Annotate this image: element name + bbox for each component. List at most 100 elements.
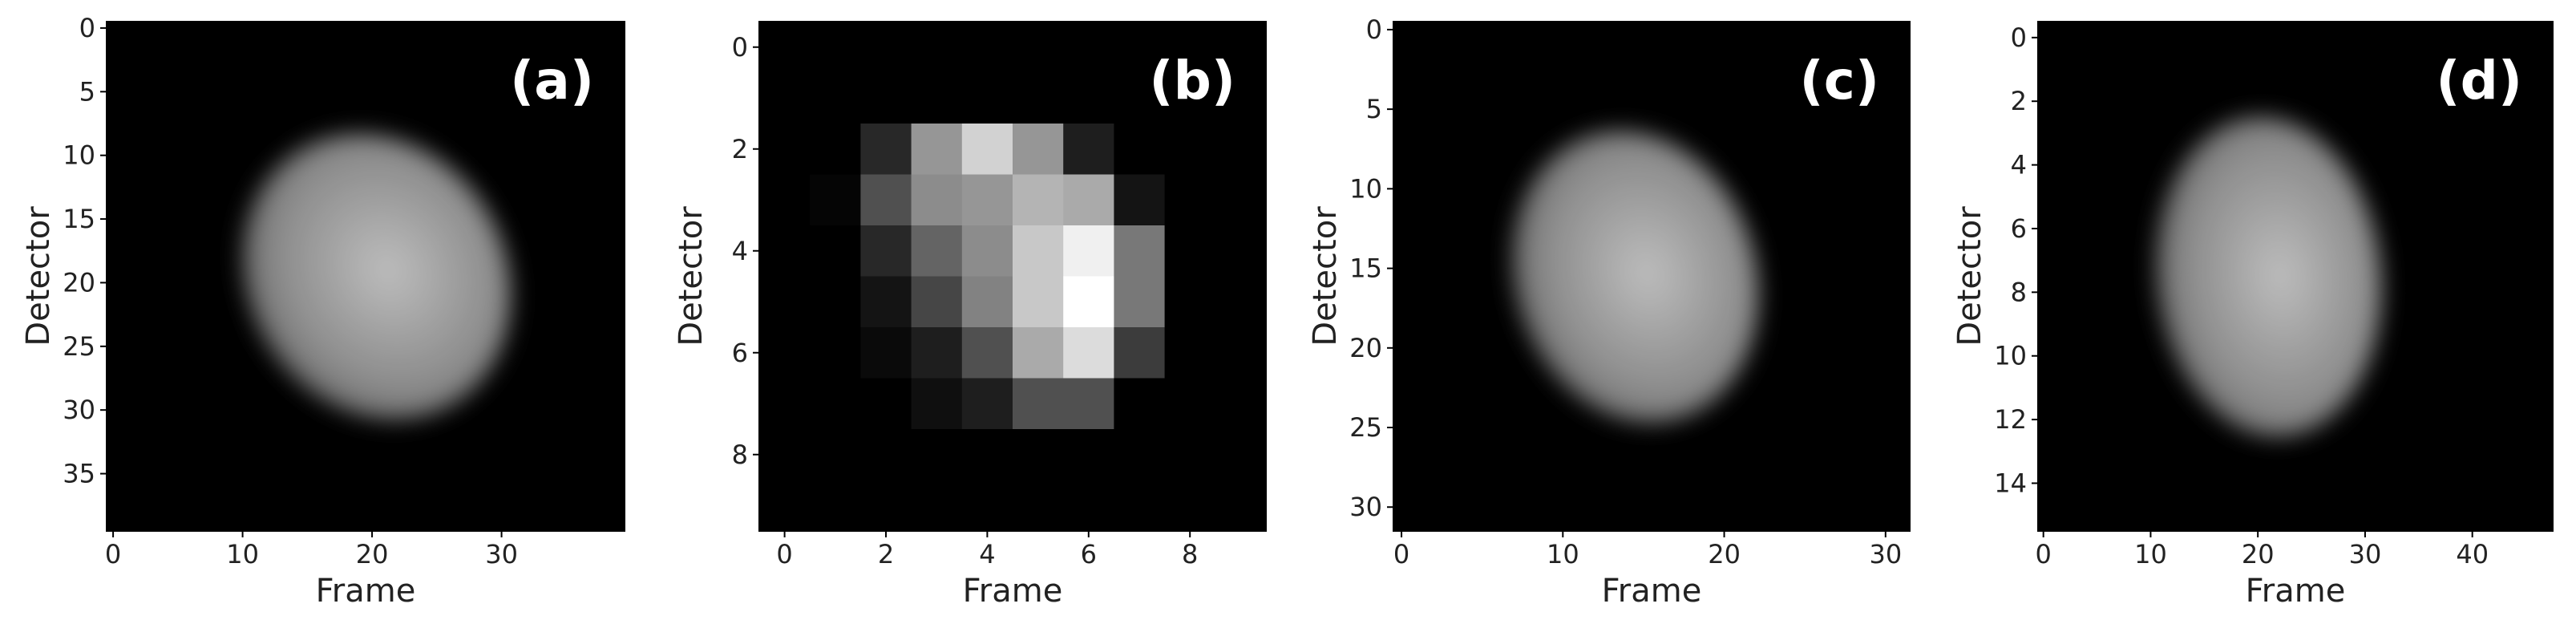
- heatmap-cell: [911, 225, 963, 277]
- y-tick-label: 2: [732, 134, 748, 164]
- x-tick-label: 30: [2349, 539, 2382, 569]
- y-axis-label: Detector: [1951, 206, 1988, 346]
- y-tick-label: 15: [1349, 253, 1382, 284]
- image-content: [242, 116, 2382, 437]
- heatmap-cell: [1215, 276, 1267, 328]
- heatmap-cell: [860, 480, 912, 532]
- axes-frame: [758, 21, 1267, 532]
- heatmap-cell: [1215, 22, 1267, 73]
- x-axis-label: Frame: [963, 573, 1063, 610]
- heatmap-cell: [1164, 327, 1216, 379]
- heatmap-cell: [1164, 378, 1216, 430]
- heatmap-cell: [1114, 276, 1166, 328]
- heatmap-cell: [1164, 174, 1216, 226]
- heatmap-cell: [1013, 429, 1064, 480]
- heatmap-cell: [1114, 124, 1166, 175]
- heatmap-cell: [1164, 72, 1216, 124]
- heatmap-cell: [810, 225, 861, 277]
- heatmap-cell: [1013, 124, 1064, 175]
- heatmap-cell: [1063, 327, 1114, 379]
- x-tick-label: 6: [1081, 539, 1097, 569]
- y-tick-label: 20: [1349, 333, 1382, 363]
- heatmap-cell: [1215, 72, 1267, 124]
- heatmap-cell: [810, 124, 861, 175]
- heatmap-cell: [1164, 429, 1216, 480]
- heatmap-cell: [961, 72, 1013, 124]
- heatmap-cell: [1063, 480, 1114, 532]
- heatmap-cell: [759, 480, 811, 532]
- heatmap-cell: [860, 276, 912, 328]
- heatmap-cell: [759, 429, 811, 480]
- heatmap-cell: [911, 480, 963, 532]
- y-tick-label: 14: [1994, 468, 2027, 498]
- x-tick-label: 0: [2036, 539, 2052, 569]
- heatmap-cell: [961, 276, 1013, 328]
- heatmap-cell: [1114, 327, 1166, 379]
- heatmap-cell: [1114, 174, 1166, 226]
- y-tick-label: 10: [63, 140, 95, 171]
- heatmap-cell: [1215, 378, 1267, 430]
- heatmap-cell: [961, 124, 1013, 175]
- x-axis-label: Frame: [1602, 573, 1702, 610]
- heatmap-cell: [961, 174, 1013, 226]
- x-tick-label: 0: [1393, 539, 1409, 569]
- heatmap-cell: [1164, 276, 1216, 328]
- heatmap-cell: [860, 174, 912, 226]
- y-tick-label: 2: [2011, 86, 2027, 116]
- heatmap-cell: [1215, 480, 1267, 532]
- y-tick-label: 25: [1349, 412, 1382, 443]
- heatmap-cell: [1063, 276, 1114, 328]
- heatmap-cell: [759, 225, 811, 277]
- heatmap-cell: [1114, 378, 1166, 430]
- y-tick-label: 35: [63, 459, 95, 489]
- heatmap-cell: [1013, 480, 1064, 532]
- x-axis-label: Frame: [2246, 573, 2346, 610]
- panel-label: (c): [1800, 50, 1879, 111]
- axes-frame: [1393, 21, 1911, 532]
- y-tick-label: 4: [2011, 150, 2027, 180]
- heatmap-cell: [759, 327, 811, 379]
- heatmap-cell: [1164, 480, 1216, 532]
- panel-label: (b): [1149, 50, 1235, 111]
- heatmap-cell: [911, 276, 963, 328]
- heatmap-cell: [1013, 22, 1064, 73]
- y-tick-label: 0: [732, 32, 748, 63]
- heatmap-cell: [759, 378, 811, 430]
- heatmap-cell: [1063, 72, 1114, 124]
- heatmap-cell: [1114, 480, 1166, 532]
- heatmap-cell: [961, 22, 1013, 73]
- x-tick-label: 20: [356, 539, 389, 569]
- axes-frame: [2037, 21, 2554, 532]
- axes-frame: [106, 21, 625, 532]
- y-tick-label: 0: [2011, 22, 2027, 53]
- y-tick-label: 6: [2011, 213, 2027, 244]
- heatmap-cell: [1215, 225, 1267, 277]
- heatmap-cell: [1164, 22, 1216, 73]
- x-axis-label: Frame: [316, 573, 416, 610]
- heatmap-cell: [961, 378, 1013, 430]
- heatmap-cell: [860, 72, 912, 124]
- y-tick-label: 8: [732, 440, 748, 470]
- y-tick-label: 12: [1994, 404, 2027, 435]
- heatmap-cell: [1013, 378, 1064, 430]
- y-tick-label: 30: [1349, 492, 1382, 522]
- heatmap-cell: [1114, 72, 1166, 124]
- heatmap-cell: [810, 72, 861, 124]
- heatmap-cell: [1013, 327, 1064, 379]
- heatmap-cell: [1114, 225, 1166, 277]
- heatmap-cell: [810, 327, 861, 379]
- heatmap-cell: [1013, 225, 1064, 277]
- heatmap-cell: [1063, 225, 1114, 277]
- y-tick-label: 20: [63, 267, 95, 298]
- y-tick-label: 15: [63, 204, 95, 234]
- heatmap-cell: [810, 174, 861, 226]
- panel-label: (a): [510, 50, 594, 111]
- heatmap-cell: [1063, 22, 1114, 73]
- heatmap-cell: [1013, 276, 1064, 328]
- panel-label: (d): [2436, 50, 2522, 111]
- heatmap-cell: [1215, 327, 1267, 379]
- heatmap-cell: [810, 378, 861, 430]
- heatmap-cell: [911, 429, 963, 480]
- heatmap-cell: [759, 22, 811, 73]
